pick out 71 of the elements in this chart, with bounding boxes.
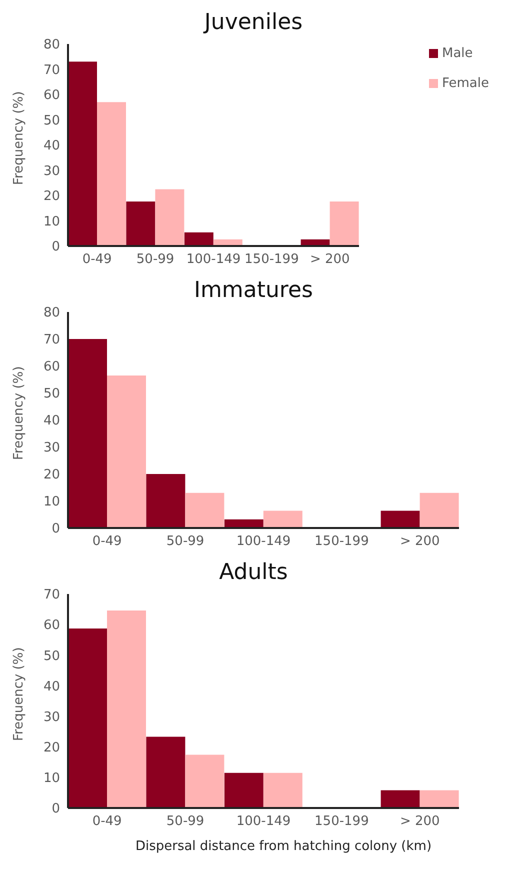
y-tick-label: 70: [43, 588, 60, 603]
bar: [68, 628, 107, 808]
x-tick-label: 100-149: [236, 534, 291, 550]
y-tick-label: 50: [43, 386, 60, 402]
bar: [155, 189, 184, 246]
bar: [263, 772, 302, 808]
y-tick-label: 60: [43, 618, 60, 634]
y-tick-label: 40: [43, 679, 60, 694]
y-tick-label: 30: [43, 164, 60, 179]
x-tick-label: > 200: [400, 534, 440, 550]
y-tick-label: 30: [43, 710, 60, 725]
y-tick-label: 30: [43, 440, 60, 456]
bar: [380, 510, 420, 528]
x-axis-title: Dispersal distance from hatching colony (km): [134, 838, 433, 856]
x-tick-label: 150-199: [244, 252, 299, 268]
bar: [184, 232, 214, 246]
y-tick-label: 20: [43, 740, 60, 756]
x-tick-label: > 200: [310, 252, 350, 268]
bar: [146, 736, 186, 808]
chart-title: Juveniles: [202, 9, 304, 37]
y-tick-label: 0: [52, 522, 60, 537]
bar: [185, 492, 224, 528]
y-tick-label: 70: [43, 62, 60, 78]
x-tick-label: > 200: [400, 814, 440, 830]
x-tick-label: 150-199: [314, 814, 369, 830]
y-tick-label: 10: [43, 771, 60, 786]
y-tick-label: 50: [43, 113, 60, 128]
y-tick-label: 40: [43, 414, 60, 429]
y-tick-label: 60: [43, 88, 60, 104]
bar: [420, 790, 459, 808]
bar: [107, 375, 146, 528]
x-tick-label: 50-99: [166, 814, 204, 830]
y-tick-label: 20: [43, 468, 60, 483]
x-tick-label: 0-49: [82, 252, 112, 268]
y-tick-label: 50: [43, 648, 60, 664]
y-tick-label: 0: [52, 240, 60, 255]
y-tick-label: 40: [43, 138, 60, 154]
chart-title: Adults: [218, 559, 289, 587]
bar: [146, 474, 186, 528]
y-tick-label: 0: [52, 802, 60, 817]
x-tick-label: 50-99: [136, 252, 174, 268]
y-axis-title: Frequency (%): [12, 647, 27, 741]
y-tick-label: 70: [43, 332, 60, 348]
x-tick-label: 0-49: [92, 814, 122, 830]
bar: [97, 102, 126, 246]
x-tick-label: 100-149: [186, 252, 241, 268]
bar: [126, 202, 156, 246]
bar: [224, 772, 264, 808]
y-tick-label: 80: [43, 38, 60, 53]
legend-label: Female: [442, 76, 490, 90]
y-axis-title: Frequency (%): [12, 91, 27, 185]
x-tick-label: 150-199: [314, 534, 369, 550]
bar: [185, 754, 224, 808]
bar: [68, 62, 97, 246]
y-tick-label: 60: [43, 360, 60, 375]
x-tick-label: 100-149: [236, 814, 291, 830]
x-tick-label: 0-49: [92, 534, 122, 550]
legend-label: Male: [442, 46, 473, 60]
bar: [107, 610, 146, 808]
bar: [420, 492, 459, 528]
bar: [380, 790, 420, 808]
bar: [263, 510, 302, 528]
x-tick-label: 50-99: [166, 534, 204, 550]
y-tick-label: 80: [43, 306, 60, 321]
y-tick-label: 10: [43, 214, 60, 230]
y-tick-label: 20: [43, 189, 60, 204]
chart-title: Immatures: [193, 277, 314, 305]
y-tick-label: 10: [43, 494, 60, 510]
bar: [330, 202, 359, 246]
y-axis-title: Frequency (%): [12, 366, 27, 460]
bar: [68, 339, 107, 528]
